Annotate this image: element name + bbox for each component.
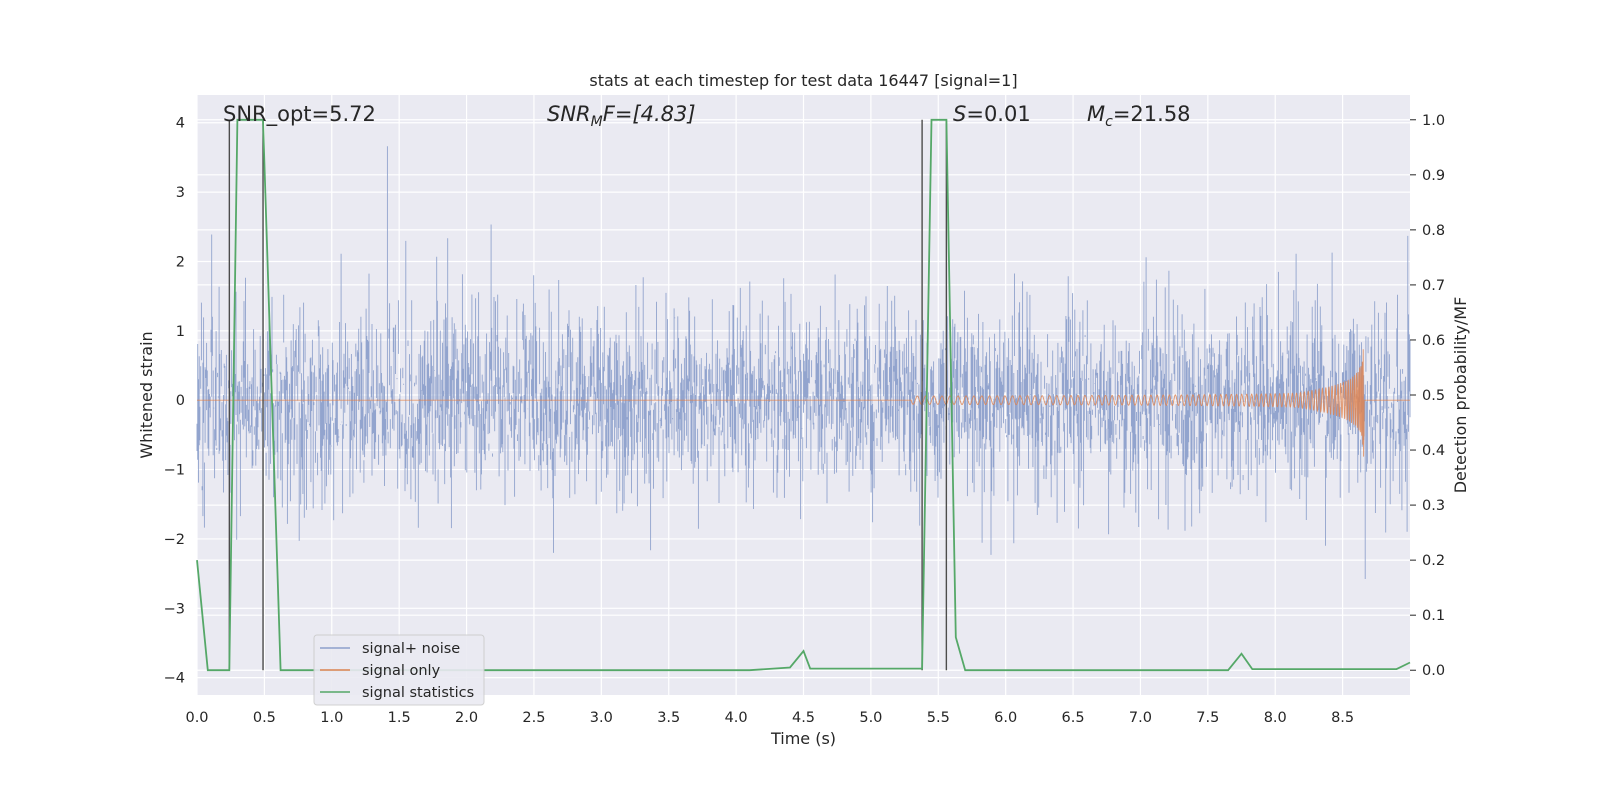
x-tick-label: 4.5 <box>792 710 815 726</box>
annotation-s: S=0.01 <box>953 102 1031 126</box>
y-left-tick-label: 1 <box>176 324 185 340</box>
y-right-tick-label: 0.9 <box>1422 168 1445 184</box>
y-right-tick-label: 0.2 <box>1422 553 1445 569</box>
x-tick-label: 7.5 <box>1196 710 1219 726</box>
y-axis-right-label: Detection probability/MF <box>1451 297 1470 494</box>
y-left-tick-label: −3 <box>164 601 185 617</box>
annotation-mc-italic: M <box>1087 102 1105 126</box>
y-right-tick-label: 0.5 <box>1422 388 1445 404</box>
series-signal-only <box>197 349 1410 457</box>
vertical-markers <box>228 119 948 671</box>
y-left-tick-label: 4 <box>176 116 185 132</box>
y-left-tick-label: −4 <box>164 671 185 687</box>
x-tick-label: 5.5 <box>927 710 950 726</box>
x-tick-label: 1.0 <box>320 710 343 726</box>
y-axis-left-ticks: −4 −3 −2 −1 0 1 2 3 4 <box>164 116 185 687</box>
y-right-tick-label: 0.8 <box>1422 223 1445 239</box>
y-right-tick-label: 0.7 <box>1422 278 1445 294</box>
x-tick-label: 8.0 <box>1264 710 1287 726</box>
annotation-mc-sub: c <box>1105 114 1113 130</box>
x-tick-label: 2.5 <box>522 710 545 726</box>
x-tick-label: 8.5 <box>1331 710 1354 726</box>
annotation-mc: Mc=21.58 <box>1087 102 1191 130</box>
x-tick-label: 1.5 <box>388 710 411 726</box>
x-tick-label: 5.0 <box>859 710 882 726</box>
x-tick-label: 0.5 <box>253 710 276 726</box>
annotation-s-rest: =0.01 <box>966 102 1030 126</box>
y-axis-left-label: Whitened strain <box>137 331 156 458</box>
legend-box <box>313 634 485 706</box>
annotation-snr-opt: SNR_opt=5.72 <box>223 102 376 127</box>
y-left-tick-label: 3 <box>176 185 185 201</box>
x-tick-label: 7.0 <box>1129 710 1152 726</box>
x-tick-label: 6.5 <box>1062 710 1085 726</box>
annotation-mc-rest: =21.58 <box>1113 102 1191 126</box>
annotation-snr-mf: SNRMF=[4.83] <box>547 102 696 130</box>
x-axis-ticks: 0.0 0.5 1.0 1.5 2.0 2.5 3.0 3.5 4.0 4.5 5.0 5.5 6.0 6… <box>185 710 1354 726</box>
y-left-tick-label: −1 <box>164 463 185 479</box>
legend-label-signal-only: signal only <box>362 663 441 679</box>
legend: signal+ noise signal only signal statist… <box>313 634 485 706</box>
y-right-tick-label: 0.4 <box>1422 443 1445 459</box>
x-tick-label: 4.0 <box>725 710 748 726</box>
series-signal-noise <box>196 146 1411 579</box>
y-axis-right-ticks: 0.0 0.1 0.2 0.3 0.4 0.5 0.6 0.7 0.8 0.9 1.0 <box>1410 113 1445 679</box>
annotation-snr-mf-base: SNR <box>547 102 591 126</box>
y-right-tick-label: 0.1 <box>1422 608 1445 624</box>
x-tick-label: 2.0 <box>455 710 478 726</box>
x-tick-label: 3.5 <box>657 710 680 726</box>
chart-title: stats at each timestep for test data 164… <box>589 71 1017 90</box>
y-right-tick-label: 0.0 <box>1422 663 1445 679</box>
annotation-s-italic: S <box>953 102 966 126</box>
y-right-tick-label: 0.6 <box>1422 333 1445 349</box>
signal-noise-trace <box>196 146 1411 579</box>
annotation-snr-mf-sub: M <box>591 114 603 130</box>
legend-label-signal-noise: signal+ noise <box>362 641 460 657</box>
x-axis-label: Time (s) <box>770 729 836 748</box>
y-right-tick-label: 1.0 <box>1422 113 1445 129</box>
x-tick-label: 6.0 <box>994 710 1017 726</box>
y-right-tick-label: 0.3 <box>1422 498 1445 514</box>
y-left-tick-label: −2 <box>164 532 185 548</box>
legend-label-signal-statistics: signal statistics <box>362 685 474 701</box>
x-tick-label: 3.0 <box>590 710 613 726</box>
series-signal-statistics <box>196 118 1411 672</box>
x-tick-label: 0.0 <box>185 710 208 726</box>
y-left-tick-label: 0 <box>176 393 185 409</box>
annotation-snr-mf-rest: F=[4.83] <box>603 102 696 126</box>
y-left-tick-label: 2 <box>176 254 185 270</box>
